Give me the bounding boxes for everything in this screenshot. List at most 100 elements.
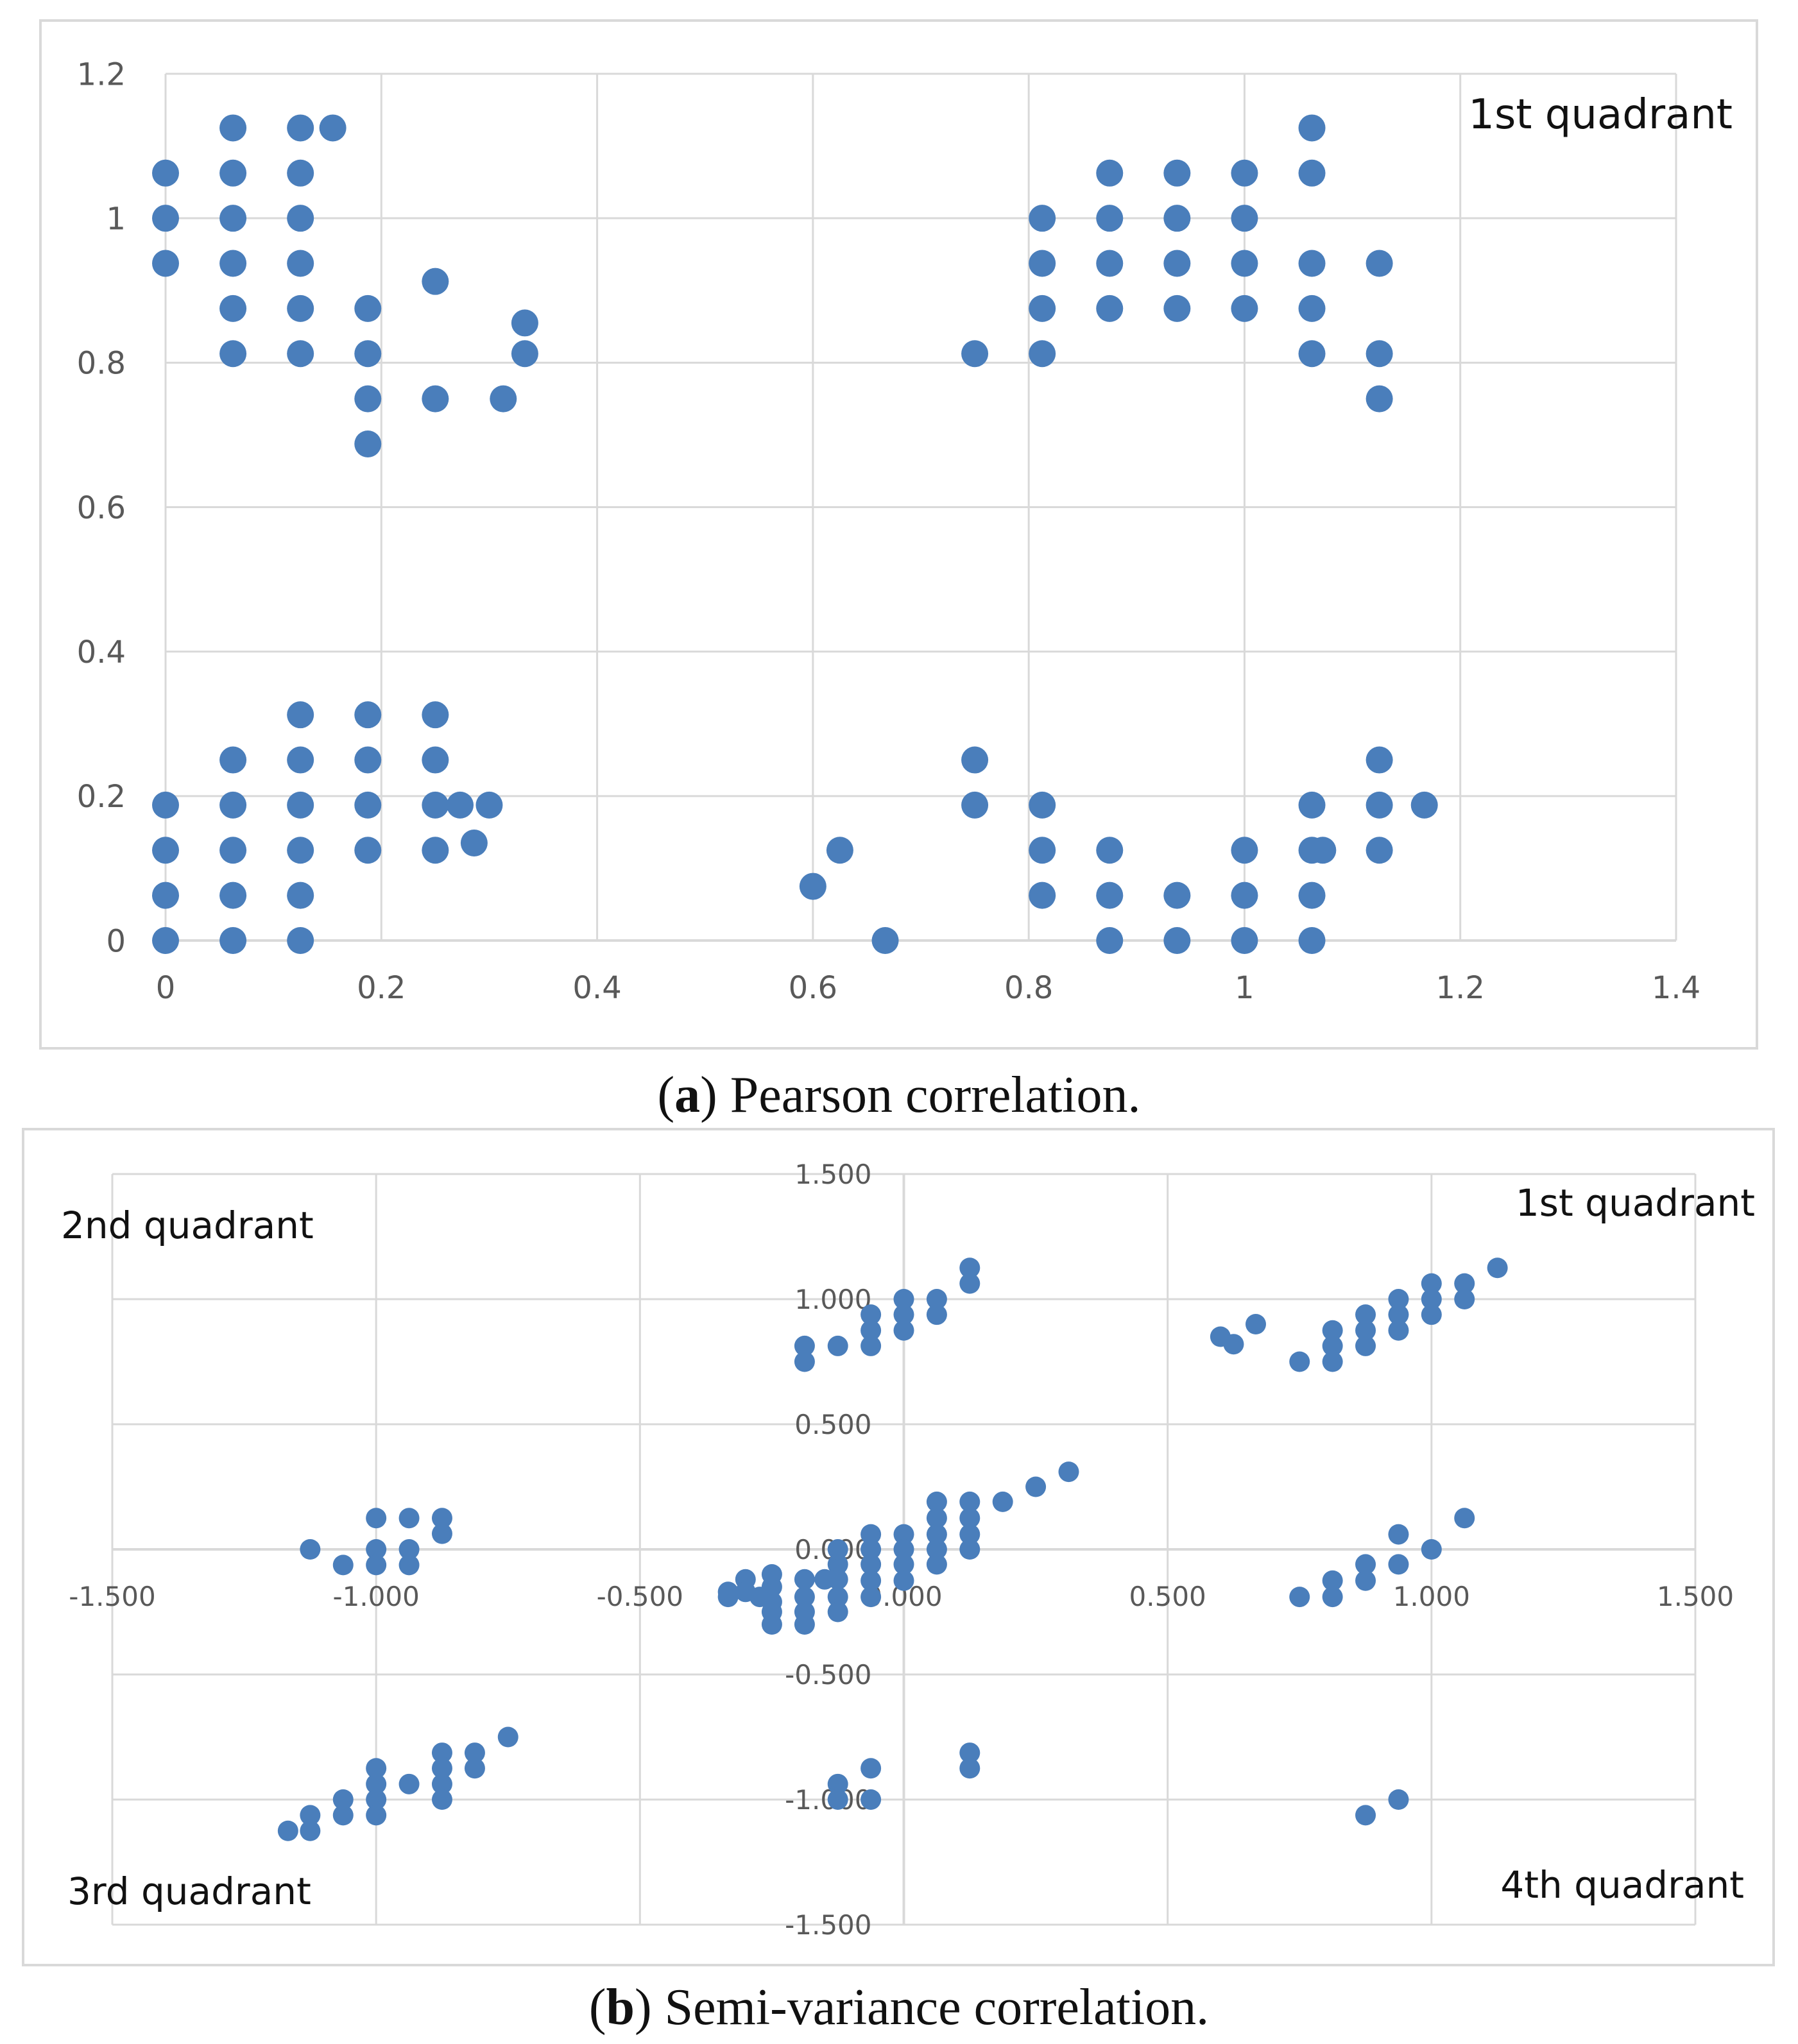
data-point <box>860 1539 882 1560</box>
data-point <box>1366 837 1393 864</box>
data-point <box>1163 881 1191 909</box>
data-point <box>860 1570 882 1591</box>
data-point <box>219 881 247 909</box>
data-point <box>893 1539 914 1560</box>
data-point <box>366 1758 387 1779</box>
data-point <box>1298 159 1326 187</box>
data-point <box>319 114 347 142</box>
data-point <box>398 1539 420 1560</box>
data-point <box>959 1758 980 1779</box>
data-point <box>794 1335 815 1356</box>
data-point <box>1029 294 1056 322</box>
data-point <box>1322 1570 1343 1591</box>
data-point <box>1355 1805 1376 1826</box>
chart-a-tick-labels: 0 0.2 0.4 0.6 0.8 1 1.2 1.4 0 0.2 0.4 0.6 0.8 1 1.2 <box>77 56 1701 1006</box>
data-point <box>992 1491 1013 1512</box>
caption-b: (b) Semi-variance correlation. <box>589 1979 1209 2036</box>
data-point <box>354 791 382 819</box>
x-tick-label: -0.500 <box>597 1581 683 1612</box>
data-point <box>1223 1334 1244 1355</box>
data-point <box>475 791 503 819</box>
data-point <box>1388 1524 1409 1545</box>
data-point <box>827 1539 848 1560</box>
x-tick-label: 0 <box>156 970 176 1006</box>
data-point <box>827 1789 848 1810</box>
data-point <box>431 1523 452 1544</box>
data-point <box>926 1304 947 1325</box>
data-point <box>1366 746 1393 774</box>
data-point <box>287 837 314 864</box>
data-point <box>1298 927 1326 954</box>
y-tick-label: 1.000 <box>794 1284 871 1315</box>
data-point <box>1322 1335 1343 1356</box>
x-tick-label: -1.000 <box>332 1581 419 1612</box>
quadrant-label: 3rd quadrant <box>67 1869 311 1913</box>
y-tick-label: 0 <box>106 923 126 959</box>
data-point <box>761 1614 782 1635</box>
caption-a-label: a <box>674 1067 700 1123</box>
data-point <box>860 1524 882 1545</box>
data-point <box>422 268 449 295</box>
x-tick-label: 0.6 <box>789 970 837 1006</box>
chart-b-tick-labels: -1.500 -1.000 -0.500 0.000 0.500 1.000 1.500-1… <box>69 1159 1734 1941</box>
x-tick-label: 1.2 <box>1436 970 1485 1006</box>
data-point <box>1231 837 1258 864</box>
data-point <box>1058 1461 1079 1483</box>
data-point <box>794 1351 815 1372</box>
data-point <box>398 1508 420 1529</box>
data-point <box>1289 1351 1310 1372</box>
data-point <box>1421 1289 1442 1309</box>
data-point <box>422 701 449 729</box>
data-point <box>926 1289 947 1309</box>
data-point <box>152 881 179 909</box>
data-point <box>961 340 989 368</box>
data-point <box>422 385 449 413</box>
data-point <box>717 1587 739 1608</box>
data-point <box>1322 1320 1343 1341</box>
data-point <box>961 746 989 774</box>
data-point <box>926 1524 947 1545</box>
data-point <box>366 1554 387 1576</box>
data-point <box>1410 791 1438 819</box>
data-point <box>152 837 179 864</box>
data-point <box>1096 250 1124 277</box>
data-point <box>287 159 314 187</box>
data-point <box>354 701 382 729</box>
data-point <box>431 1773 452 1794</box>
quadrant-label: 4th quadrant <box>1500 1863 1744 1907</box>
data-point <box>827 1335 848 1356</box>
data-point <box>1163 294 1191 322</box>
data-point <box>1366 791 1393 819</box>
data-point <box>860 1304 882 1325</box>
data-point <box>287 250 314 277</box>
data-point <box>1421 1273 1442 1294</box>
chart-a-points <box>152 114 1438 954</box>
data-point <box>1388 1289 1409 1309</box>
x-tick-label: 1.000 <box>1393 1581 1470 1612</box>
data-point <box>219 294 247 322</box>
quadrant-label: 1st quadrant <box>1468 91 1733 139</box>
data-point <box>431 1758 452 1779</box>
data-point <box>366 1789 387 1810</box>
data-point <box>827 1773 848 1794</box>
data-point <box>332 1805 354 1826</box>
data-point <box>219 250 247 277</box>
data-point <box>1025 1476 1047 1497</box>
data-point <box>1421 1539 1442 1560</box>
data-point <box>354 340 382 368</box>
data-point <box>1309 837 1337 864</box>
data-point <box>799 873 826 900</box>
data-point <box>219 159 247 187</box>
data-point <box>860 1554 882 1575</box>
data-point <box>1388 1304 1409 1325</box>
data-point <box>152 159 179 187</box>
data-point <box>464 1758 485 1779</box>
data-point <box>827 1569 848 1590</box>
data-point <box>893 1570 914 1591</box>
y-tick-label: 1.2 <box>77 56 126 92</box>
data-point <box>959 1491 980 1512</box>
data-point <box>926 1491 947 1512</box>
data-point <box>219 205 247 232</box>
data-point <box>152 205 179 232</box>
data-point <box>1029 881 1056 909</box>
